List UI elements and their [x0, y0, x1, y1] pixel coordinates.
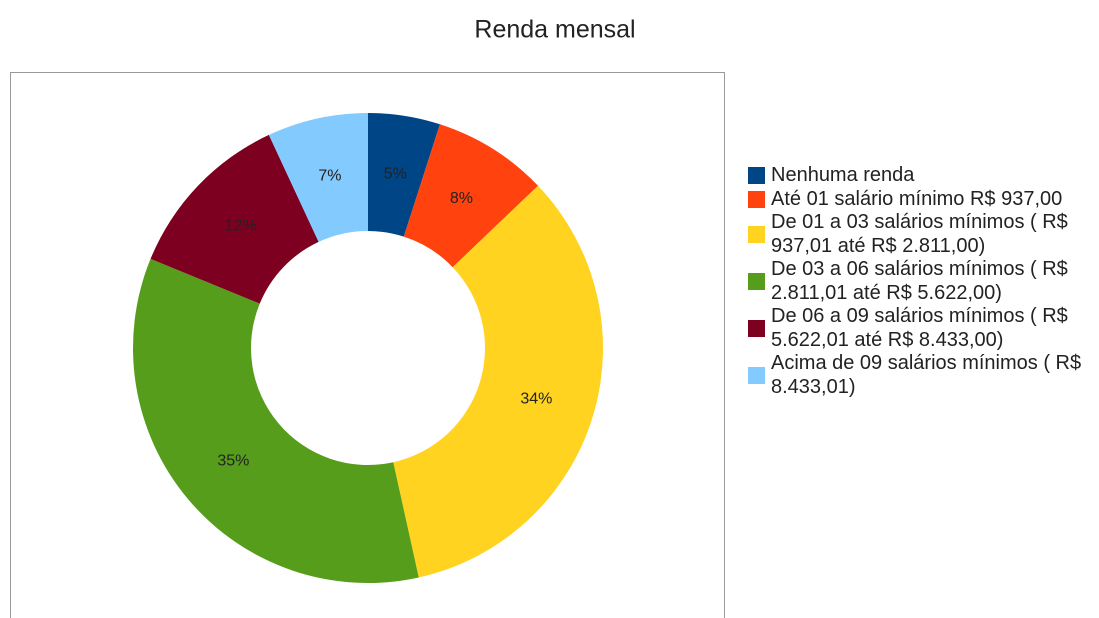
legend-entry: De 06 a 09 salários mínimos ( R$ 5.622,0…: [748, 305, 1093, 352]
legend-swatch: [748, 273, 765, 290]
slice: [268, 113, 368, 242]
data-label: 34%: [520, 390, 552, 407]
legend-entry: Até 01 salário mínimo R$ 937,00: [748, 188, 1093, 212]
legend-label: De 06 a 09 salários mínimos ( R$ 5.622,0…: [771, 305, 1068, 351]
slice: [150, 134, 319, 304]
plot-frame: [10, 72, 725, 618]
data-label: 35%: [217, 453, 249, 470]
legend: Nenhuma renda Até 01 salário mínimo R$ 93…: [748, 164, 1093, 399]
slice: [132, 258, 419, 584]
legend-label: Até 01 salário mínimo R$ 937,00: [771, 187, 1063, 210]
legend-label: Nenhuma renda: [771, 164, 915, 186]
slice: [393, 185, 603, 578]
legend-swatch: [748, 367, 765, 384]
legend-entry: De 03 a 06 salários mínimos ( R$ 2.811,0…: [748, 258, 1093, 305]
legend-swatch: [748, 320, 765, 337]
data-label: 5%: [384, 165, 407, 182]
data-label: 12%: [225, 218, 257, 235]
data-label: 8%: [450, 190, 473, 207]
legend-label: Acima de 09 salários mínimos ( R$ 8.433,…: [771, 352, 1082, 398]
legend-entry: Acima de 09 salários mínimos ( R$ 8.433,…: [748, 352, 1093, 399]
chart-title: Renda mensal: [474, 16, 635, 44]
slice: [403, 124, 539, 268]
legend-swatch: [748, 226, 765, 243]
slice: [368, 113, 440, 237]
legend-swatch: [748, 190, 765, 208]
legend-swatch: [748, 167, 765, 185]
legend-label: De 03 a 06 salários mínimos ( R$ 2.811,0…: [771, 258, 1068, 304]
data-label: 7%: [318, 167, 341, 184]
legend-entry: De 01 a 03 salários mínimos ( R$ 937,01 …: [748, 211, 1093, 258]
legend-label: De 01 a 03 salários mínimos ( R$ 937,01 …: [771, 211, 1068, 257]
legend-entry: Nenhuma renda: [748, 164, 1093, 188]
